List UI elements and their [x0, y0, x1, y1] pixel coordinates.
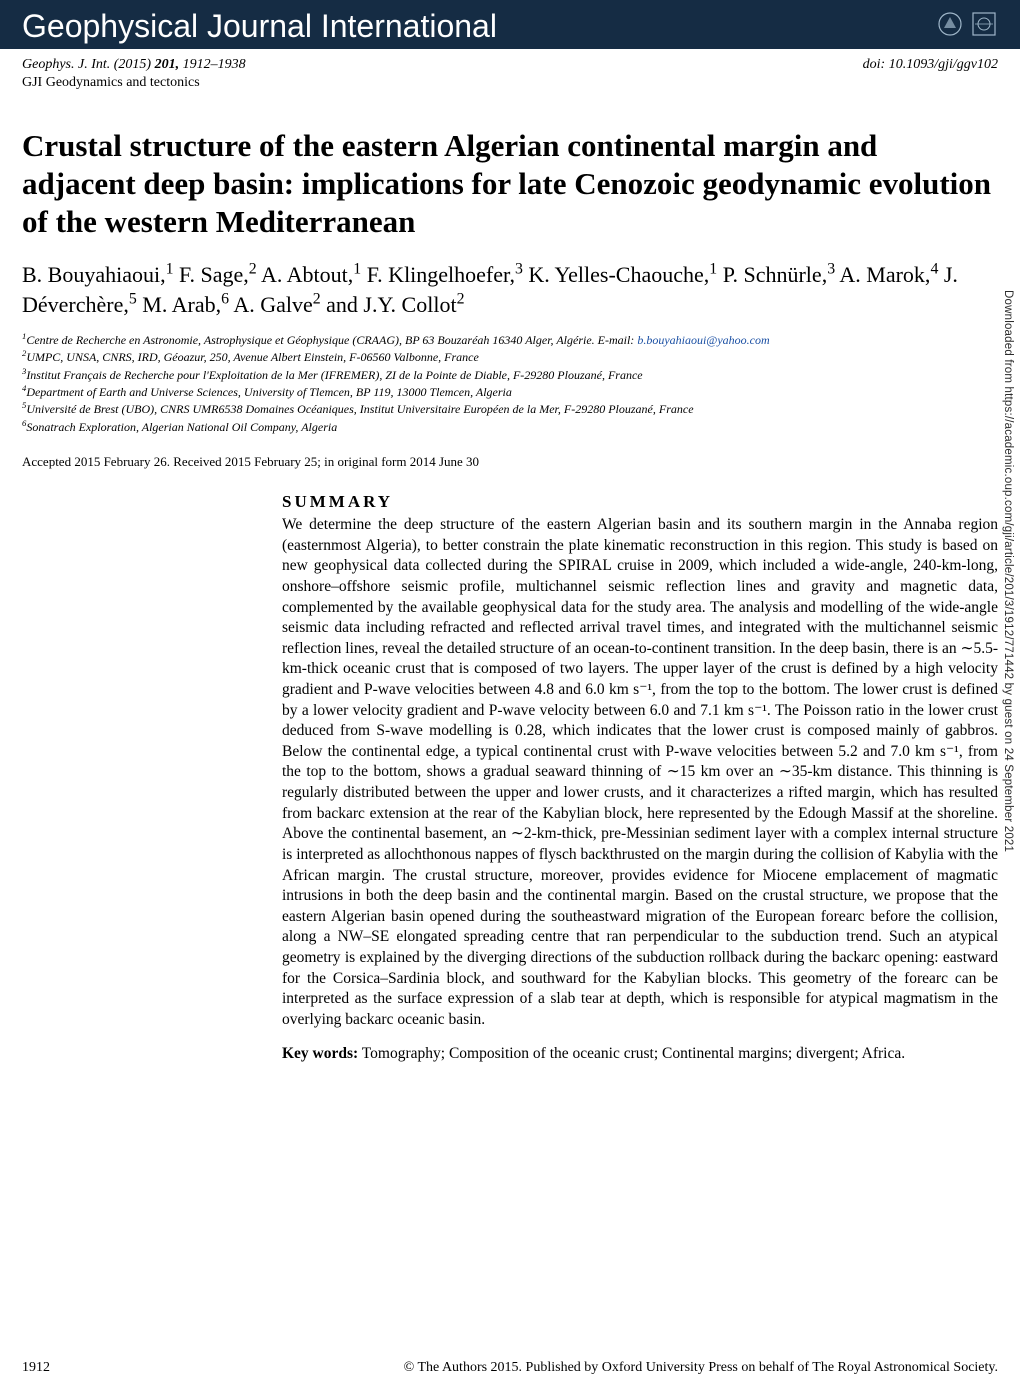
subject-line: GJI Geodynamics and tectonics: [0, 75, 1020, 109]
author-list: B. Bouyahiaoui,1 F. Sage,2 A. Abtout,1 F…: [0, 260, 1020, 327]
citation-text: Geophys. J. Int. (2015) 201, 1912–1938: [22, 57, 246, 73]
affiliation-line: 6Sonatrach Exploration, Algerian Nationa…: [22, 419, 998, 436]
affiliation-line: 4Department of Earth and Universe Scienc…: [22, 384, 998, 401]
download-sidebar: Downloaded from https://academic.oup.com…: [1002, 290, 1014, 852]
affiliation-line: 2UMPC, UNSA, CNRS, IRD, Géoazur, 250, Av…: [22, 349, 998, 366]
affiliations-block: 1Centre de Recherche en Astronomie, Astr…: [0, 328, 1020, 450]
doi-text: doi: 10.1093/gji/ggv102: [863, 57, 998, 73]
dgg-crest-icon: [970, 10, 998, 38]
affiliation-line: 5Université de Brest (UBO), CNRS UMR6538…: [22, 401, 998, 418]
copyright-text: © The Authors 2015. Published by Oxford …: [404, 1360, 998, 1376]
page-footer: 1912 © The Authors 2015. Published by Ox…: [22, 1360, 998, 1376]
summary-heading: SUMMARY: [282, 492, 998, 512]
summary-body: We determine the deep structure of the e…: [282, 515, 998, 1030]
keywords-label: Key words:: [282, 1045, 358, 1062]
accepted-line: Accepted 2015 February 26. Received 2015…: [0, 450, 1020, 492]
affiliation-line: 1Centre de Recherche en Astronomie, Astr…: [22, 332, 998, 349]
page-number: 1912: [22, 1360, 50, 1376]
journal-banner: Geophysical Journal International: [0, 0, 1020, 49]
header-logos: [936, 8, 998, 38]
citation-row: Geophys. J. Int. (2015) 201, 1912–1938 d…: [0, 49, 1020, 75]
affiliation-line: 3Institut Français de Recherche pour l'E…: [22, 367, 998, 384]
ras-crest-icon: [936, 10, 964, 38]
corresponding-email-link[interactable]: b.bouyahiaoui@yahoo.com: [637, 333, 769, 347]
keywords-block: Key words: Tomography; Composition of th…: [282, 1044, 998, 1065]
journal-banner-text: Geophysical Journal International: [22, 8, 497, 45]
article-title: Crustal structure of the eastern Algeria…: [0, 109, 1020, 260]
keywords-text: Tomography; Composition of the oceanic c…: [358, 1045, 905, 1062]
